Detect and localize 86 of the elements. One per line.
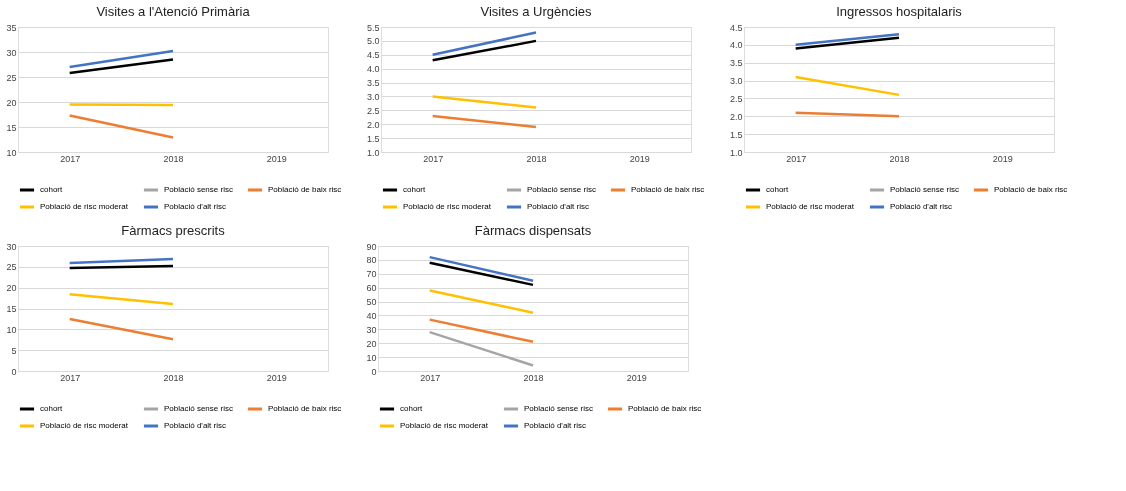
x-tick-label: 2019 (629, 153, 650, 164)
legend-label: cohort (40, 185, 64, 194)
y-tick-label: 35 (6, 22, 17, 33)
legend-label: Població de baix risc (628, 404, 702, 413)
y-tick-label: 20 (6, 97, 17, 108)
y-tick-label: 3.0 (729, 76, 743, 87)
legend-label: cohort (400, 404, 424, 413)
y-tick-label: 1.0 (366, 147, 380, 158)
legend-label: Població sense risc (524, 404, 593, 413)
y-tick-label: 50 (366, 297, 377, 308)
legend-label: Població d'alt risc (164, 421, 226, 430)
x-tick-label: 2017 (420, 372, 441, 383)
legend-label: Població d'alt risc (527, 202, 589, 211)
y-tick-label: 4.0 (729, 40, 743, 51)
y-tick-label: 25 (6, 72, 17, 83)
y-tick-label: 1.0 (729, 147, 743, 158)
y-tick-label: 30 (6, 47, 17, 58)
y-tick-label: 30 (6, 241, 17, 252)
legend-label: Població d'alt risc (890, 202, 952, 211)
y-tick-label: 3.5 (366, 78, 380, 89)
y-tick-label: 5.5 (366, 22, 380, 33)
y-tick-label: 20 (366, 338, 377, 349)
y-tick-label: 3.0 (366, 91, 380, 102)
chart-title: Visites a Urgències (480, 4, 593, 19)
legend-label: Població de risc moderat (766, 202, 855, 211)
y-tick-label: 15 (6, 122, 17, 133)
x-tick-label: 2018 (523, 372, 544, 383)
chart-title: Fàrmacs prescrits (121, 223, 226, 238)
legend-label: cohort (766, 185, 790, 194)
x-tick-label: 2018 (163, 153, 184, 164)
y-tick-label: 60 (366, 283, 377, 294)
chart-title: Ingressos hospitalaris (836, 4, 963, 19)
y-tick-label: 2.0 (366, 119, 380, 130)
y-tick-label: 80 (366, 255, 377, 266)
y-tick-label: 70 (366, 269, 377, 280)
y-tick-label: 10 (6, 147, 17, 158)
x-tick-label: 2017 (786, 153, 807, 164)
y-tick-label: 5.0 (366, 36, 380, 47)
legend-label: Població sense risc (527, 185, 596, 194)
legend-label: Població de risc moderat (403, 202, 492, 211)
y-tick-label: 3.5 (729, 58, 743, 69)
x-tick-label: 2019 (266, 153, 287, 164)
y-tick-label: 0 (371, 366, 377, 377)
x-tick-label: 2018 (889, 153, 910, 164)
legend-label: Població de baix risc (994, 185, 1068, 194)
y-tick-label: 1.5 (366, 133, 380, 144)
y-tick-label: 90 (366, 241, 377, 252)
legend-label: Població sense risc (890, 185, 959, 194)
legend-label: Població sense risc (164, 185, 233, 194)
x-tick-label: 2019 (266, 372, 287, 383)
legend-label: Població de risc moderat (40, 421, 129, 430)
y-tick-label: 10 (6, 324, 17, 335)
y-tick-label: 2.5 (366, 105, 380, 116)
x-tick-label: 2018 (163, 372, 184, 383)
y-tick-label: 5 (11, 345, 17, 356)
y-tick-label: 2.0 (729, 111, 743, 122)
x-tick-label: 2018 (526, 153, 547, 164)
legend-label: cohort (40, 404, 64, 413)
x-tick-label: 2017 (60, 153, 81, 164)
y-tick-label: 4.5 (366, 50, 380, 61)
y-tick-label: 0 (11, 366, 17, 377)
legend-label: Població de baix risc (268, 185, 342, 194)
legend-label: cohort (403, 185, 427, 194)
y-tick-label: 15 (6, 304, 17, 314)
legend-label: Població de risc moderat (40, 202, 129, 211)
legend-label: Població de baix risc (631, 185, 705, 194)
x-tick-label: 2017 (423, 153, 444, 164)
y-tick-label: 25 (6, 262, 17, 273)
chart-title: Visites a l'Atenció Primària (96, 4, 251, 19)
y-tick-label: 20 (6, 283, 17, 294)
legend-label: Població de risc moderat (400, 421, 489, 430)
legend-label: Població d'alt risc (164, 202, 226, 211)
y-tick-label: 10 (366, 352, 377, 363)
legend-label: Població d'alt risc (524, 421, 586, 430)
x-tick-label: 2019 (626, 372, 647, 383)
x-tick-label: 2019 (992, 153, 1013, 164)
x-tick-label: 2017 (60, 372, 81, 383)
y-tick-label: 30 (366, 324, 377, 335)
legend-label: Població sense risc (164, 404, 233, 413)
y-tick-label: 2.5 (729, 93, 743, 104)
y-tick-label: 40 (366, 310, 377, 321)
y-tick-label: 4.5 (729, 22, 743, 33)
chart-title: Fàrmacs dispensats (474, 223, 592, 238)
y-tick-label: 1.5 (729, 129, 743, 140)
legend-label: Població de baix risc (268, 404, 342, 413)
y-tick-label: 4.0 (366, 64, 380, 75)
